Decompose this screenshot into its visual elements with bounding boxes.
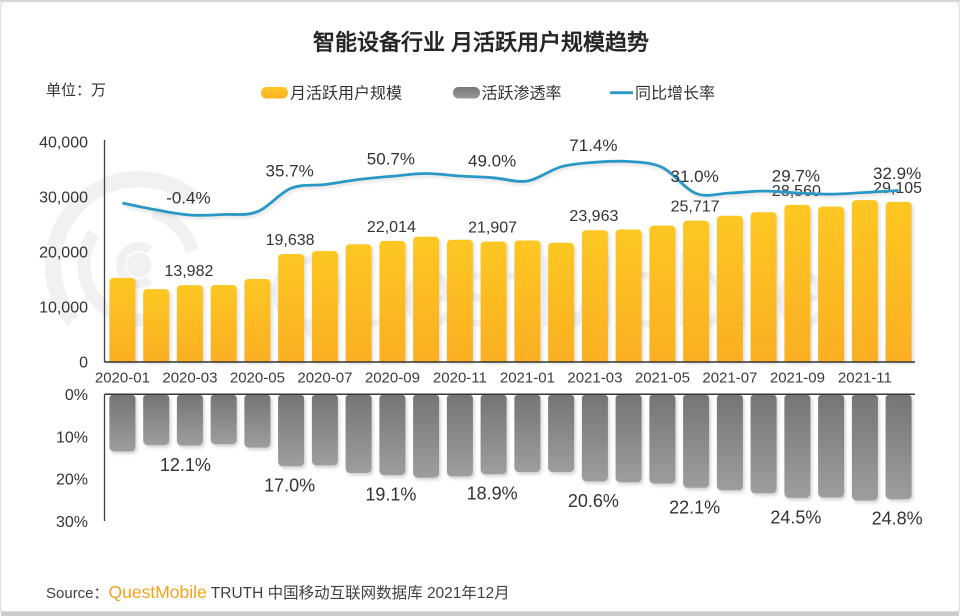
svg-text:0: 0 (79, 355, 88, 372)
svg-text:月活跃用户规模: 月活跃用户规模 (290, 84, 402, 102)
svg-text:19.1%: 19.1% (365, 485, 416, 505)
svg-text:2020-09: 2020-09 (365, 370, 420, 387)
svg-text:单位：万: 单位：万 (46, 82, 106, 99)
svg-text:22.1%: 22.1% (669, 497, 720, 517)
svg-text:2020-11: 2020-11 (433, 370, 487, 387)
svg-text:24.8%: 24.8% (872, 509, 923, 529)
svg-text:25,717: 25,717 (671, 199, 720, 216)
svg-text:20,000: 20,000 (39, 245, 88, 262)
svg-text:2021-01: 2021-01 (500, 370, 555, 387)
svg-text:19,638: 19,638 (266, 232, 315, 249)
svg-text:2021-03: 2021-03 (567, 370, 622, 387)
svg-text:20%: 20% (56, 472, 88, 489)
svg-text:-0.4%: -0.4% (166, 189, 210, 208)
svg-text:30%: 30% (56, 514, 88, 531)
svg-text:23,963: 23,963 (569, 208, 618, 225)
svg-text:Source：QuestMobile TRUTH 中国移动互: Source：QuestMobile TRUTH 中国移动互联网数据库 2021… (46, 582, 510, 602)
svg-text:2020-07: 2020-07 (297, 370, 352, 387)
svg-text:12.1%: 12.1% (160, 455, 211, 475)
svg-text:13,982: 13,982 (164, 263, 213, 280)
svg-text:50.7%: 50.7% (367, 150, 415, 169)
svg-text:49.0%: 49.0% (468, 151, 516, 170)
svg-text:20.6%: 20.6% (568, 491, 619, 511)
svg-text:2020-05: 2020-05 (230, 370, 285, 387)
svg-text:10,000: 10,000 (39, 300, 88, 317)
svg-text:17.0%: 17.0% (264, 476, 315, 496)
svg-text:智能设备行业 月活跃用户规模趋势: 智能设备行业 月活跃用户规模趋势 (313, 30, 649, 55)
svg-text:31.0%: 31.0% (670, 167, 718, 186)
svg-text:2021-07: 2021-07 (702, 370, 757, 387)
svg-text:2020-03: 2020-03 (162, 370, 217, 387)
svg-text:71.4%: 71.4% (569, 136, 617, 155)
svg-text:活跃渗透率: 活跃渗透率 (482, 84, 562, 102)
svg-text:40,000: 40,000 (39, 135, 88, 152)
svg-text:32.9%: 32.9% (873, 164, 921, 183)
svg-text:10%: 10% (56, 429, 88, 446)
svg-text:2021-05: 2021-05 (635, 370, 690, 387)
svg-text:28,560: 28,560 (772, 183, 821, 200)
svg-text:2021-11: 2021-11 (838, 370, 892, 387)
svg-text:2021-09: 2021-09 (770, 370, 825, 387)
svg-text:35.7%: 35.7% (265, 162, 313, 181)
svg-text:18.9%: 18.9% (467, 484, 518, 504)
svg-text:29.7%: 29.7% (772, 167, 820, 186)
svg-text:21,907: 21,907 (468, 220, 517, 237)
svg-text:22,014: 22,014 (367, 219, 416, 236)
svg-text:2020-01: 2020-01 (95, 370, 150, 387)
svg-text:30,000: 30,000 (39, 190, 88, 207)
svg-text:0%: 0% (65, 387, 88, 404)
svg-text:同比增长率: 同比增长率 (635, 84, 715, 102)
svg-text:24.5%: 24.5% (770, 507, 821, 527)
